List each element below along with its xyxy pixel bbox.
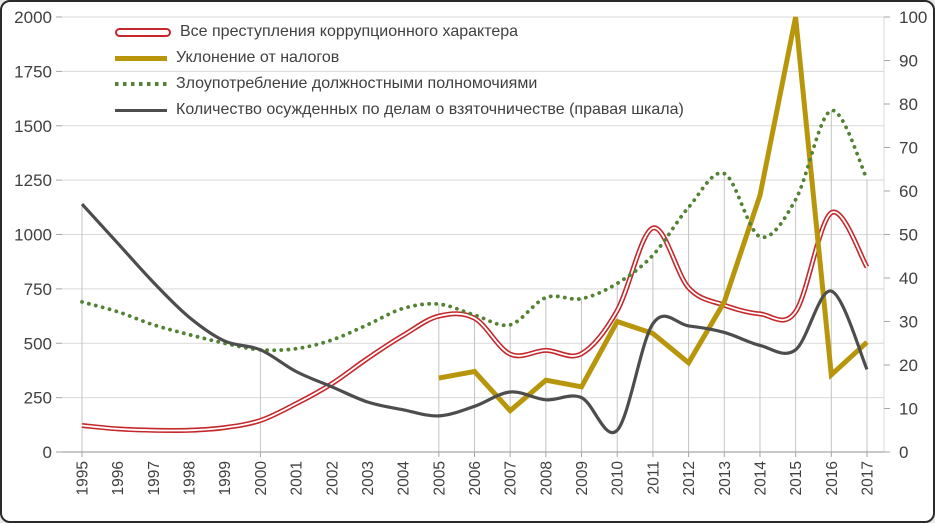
series-line-bribery-convictions xyxy=(80,203,869,435)
legend: Все преступления коррупционного характер… xyxy=(115,19,684,123)
legend-item-bribery-convictions: Количество осужденных по делам о взяточн… xyxy=(115,97,684,123)
y-axis-label-left: 1000 xyxy=(14,226,52,245)
series-line-tax-evasion xyxy=(438,16,869,415)
y-axis-label-left: 750 xyxy=(24,280,52,299)
y-axis-label-left: 1250 xyxy=(14,171,52,190)
x-axis-label: 2015 xyxy=(788,461,805,495)
x-axis-label: 2017 xyxy=(860,461,877,495)
legend-label: Уклонение от налогов xyxy=(176,48,340,66)
legend-item-tax-evasion: Уклонение от налогов xyxy=(115,45,684,71)
x-axis-label: 2002 xyxy=(324,461,341,495)
x-axis-label: 2000 xyxy=(253,461,270,496)
y-axis-label-right: 20 xyxy=(899,356,918,375)
legend-item-abuse-of-power: Злоупотребление должностными полномочиям… xyxy=(115,71,684,97)
x-axis-label: 2007 xyxy=(503,461,520,495)
y-axis-label-right: 30 xyxy=(899,313,918,332)
x-axis-label: 1995 xyxy=(75,461,92,495)
y-axis-label-right: 50 xyxy=(899,226,918,245)
y-axis-label-right: 70 xyxy=(899,139,918,158)
series-line-all-corruption-crimes-center xyxy=(81,211,868,432)
x-axis-label: 2016 xyxy=(824,461,841,495)
y-axis-label-left: 0 xyxy=(43,443,52,462)
y-axis-label-right: 60 xyxy=(899,182,918,201)
x-axis-label: 2013 xyxy=(717,461,734,495)
y-axis-label-right: 100 xyxy=(899,8,927,27)
legend-item-all-corruption-crimes: Все преступления коррупционного характер… xyxy=(115,19,684,45)
x-axis-label: 2014 xyxy=(752,461,769,496)
legend-swatch-gold-line xyxy=(115,55,167,61)
x-axis-label: 2009 xyxy=(574,461,591,495)
x-axis-label: 1996 xyxy=(110,461,127,495)
y-axis-label-right: 80 xyxy=(899,95,918,114)
x-axis-label: 2006 xyxy=(467,461,484,495)
series-line-abuse-of-power xyxy=(80,108,869,353)
legend-label: Злоупотребление должностными полномочиям… xyxy=(176,74,538,92)
x-axis-label: 2008 xyxy=(538,461,555,495)
x-axis-label: 2001 xyxy=(289,461,306,495)
x-axis-label: 2005 xyxy=(431,461,448,495)
x-axis-label: 2003 xyxy=(360,461,377,495)
y-axis-label-right: 90 xyxy=(899,52,918,71)
y-axis-label-left: 1500 xyxy=(14,117,52,136)
x-axis-label: 2004 xyxy=(396,461,413,496)
x-axis-label: 2011 xyxy=(645,461,662,494)
x-axis-label: 2012 xyxy=(681,461,698,495)
y-axis-label-left: 500 xyxy=(24,334,52,353)
x-axis-label: 1997 xyxy=(146,461,163,495)
legend-label: Все преступления коррупционного характер… xyxy=(180,22,519,40)
y-axis-label-right: 40 xyxy=(899,269,918,288)
y-axis-label-left: 2000 xyxy=(14,8,52,27)
x-axis-label: 2010 xyxy=(610,461,627,496)
x-axis-label: 1998 xyxy=(182,461,199,495)
y-axis-label-left: 1750 xyxy=(14,62,52,81)
y-axis-label-right: 10 xyxy=(899,400,918,419)
y-axis-label-right: 0 xyxy=(899,443,908,462)
legend-swatch-gray-line xyxy=(115,108,167,112)
legend-swatch-green-dotted-line xyxy=(115,82,167,86)
legend-label: Количество осужденных по делам о взяточн… xyxy=(176,100,684,118)
legend-swatch-red-double-line xyxy=(115,27,171,37)
x-axis-label: 1999 xyxy=(217,461,234,495)
y-axis-label-left: 250 xyxy=(24,389,52,408)
